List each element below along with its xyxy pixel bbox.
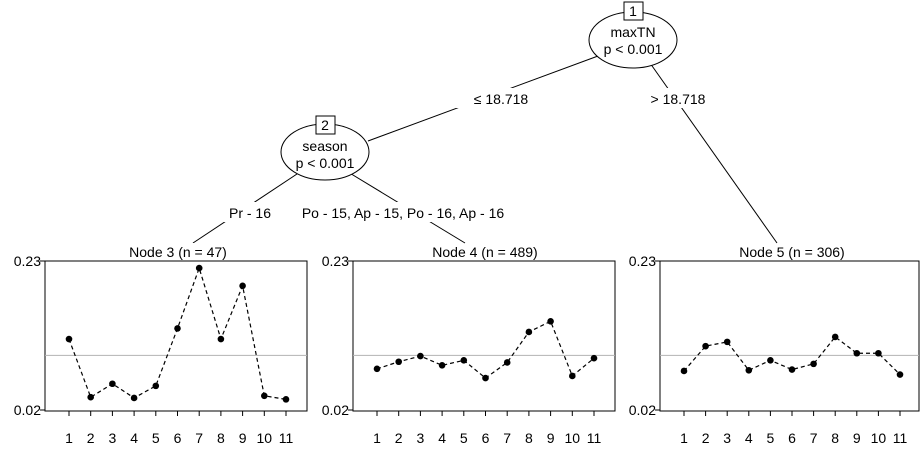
node-4-point-1 bbox=[373, 365, 381, 373]
node-5-x-tick-label: 2 bbox=[702, 430, 710, 446]
node-3-y-tick-label: 0.02 bbox=[14, 402, 41, 418]
node-3-x-tick-label: 4 bbox=[130, 430, 138, 446]
node-3-plot-frame bbox=[44, 260, 308, 412]
node-3-panel: Node 3 (n = 47) 0.02 0.23 1 2 3 4 5 6 7 8 9 10 11 bbox=[0, 243, 308, 446]
node-3-point-6 bbox=[174, 325, 181, 332]
node-3-point-11 bbox=[282, 396, 290, 403]
node-3-x-tick-label: 7 bbox=[195, 430, 203, 446]
node-4-plot-frame bbox=[352, 260, 616, 412]
node-4-x-tick-label: 6 bbox=[482, 430, 490, 446]
edge-label-2-4: Po - 15, Ap - 15, Po - 16, Ap - 16 bbox=[302, 205, 505, 221]
node-5-title: Node 5 (n = 306) bbox=[739, 244, 844, 260]
node-4-point-3 bbox=[417, 352, 424, 360]
node-3-point-8 bbox=[217, 335, 225, 343]
node-5-panel: Node 5 (n = 306) 0.02 0.23 1 2 3 4 5 6 7 8 9 10 11 bbox=[629, 244, 920, 446]
node-3-point-5 bbox=[152, 382, 160, 390]
node-3-x-tick-label: 11 bbox=[279, 430, 294, 446]
node-5-x-tick-label: 7 bbox=[810, 430, 818, 446]
node-5-point-3 bbox=[723, 338, 731, 346]
node-4-point-4 bbox=[438, 362, 446, 369]
node-3-point-10 bbox=[261, 392, 268, 400]
node-3-x-tick-label: 2 bbox=[87, 430, 95, 446]
node-4-x-tick-label: 7 bbox=[503, 430, 511, 446]
node-3-x-tick-label: 9 bbox=[239, 430, 247, 446]
node-5-x-tick-label: 9 bbox=[853, 430, 861, 446]
node-5-plot-frame bbox=[659, 260, 920, 412]
node-5-y-tick-label: 0.02 bbox=[629, 402, 656, 418]
node-4-point-7 bbox=[503, 359, 511, 366]
node-5-point-6 bbox=[788, 366, 796, 373]
node-5-point-11 bbox=[896, 371, 904, 378]
node-3-x-tick-label: 1 bbox=[65, 430, 73, 446]
node-5-x-tick-label: 4 bbox=[745, 430, 753, 446]
node-5-point-5 bbox=[767, 357, 774, 364]
node-3-y-tick-label: 0.23 bbox=[14, 253, 41, 269]
node-3-x-tick-label: 3 bbox=[109, 430, 117, 446]
node-5-x-tick-label: 5 bbox=[767, 430, 775, 446]
node-5-point-10 bbox=[875, 349, 882, 357]
node-4-point-9 bbox=[547, 318, 554, 325]
node-4-y-tick-label: 0.02 bbox=[322, 402, 349, 418]
node-5-point-8 bbox=[831, 333, 839, 341]
node-3-series-line bbox=[68, 266, 287, 400]
node-1-id: 1 bbox=[629, 3, 637, 19]
node-5-point-7 bbox=[810, 360, 817, 368]
node-2-id: 2 bbox=[321, 117, 329, 133]
node-3-x-tick-label: 6 bbox=[174, 430, 182, 446]
node-4-point-8 bbox=[525, 328, 533, 336]
node-5-x-tick-label: 11 bbox=[893, 430, 908, 446]
node-3-point-3 bbox=[109, 380, 116, 388]
node-5-x-tick-label: 6 bbox=[788, 430, 796, 446]
node-4-point-6 bbox=[482, 374, 489, 382]
node-3-point-4 bbox=[130, 394, 138, 402]
node-4-x-tick-label: 5 bbox=[460, 430, 468, 446]
node-4-point-11 bbox=[590, 354, 598, 362]
node-5-x-tick-label: 1 bbox=[680, 430, 688, 446]
node-4-x-tick-label: 9 bbox=[547, 430, 555, 446]
node-3-x-tick-label: 5 bbox=[152, 430, 160, 446]
node-3-point-1 bbox=[65, 335, 73, 343]
node-4-point-2 bbox=[395, 358, 403, 366]
node-4-point-5 bbox=[460, 357, 468, 364]
node-4-x-tick-label: 4 bbox=[438, 430, 446, 446]
node-4-x-tick-label: 11 bbox=[587, 430, 602, 446]
node-4-point-10 bbox=[569, 372, 576, 380]
node-4-y-tick-label: 0.23 bbox=[322, 253, 349, 269]
node-5-point-9 bbox=[853, 349, 861, 357]
node-4-panel: Node 4 (n = 489) 0.02 0.23 1 2 3 4 5 6 7 8 9 10 11 bbox=[322, 244, 616, 446]
node-4-x-tick-label: 8 bbox=[525, 430, 533, 446]
node-4-x-tick-label: 10 bbox=[565, 430, 581, 446]
node-2-pvalue: p < 0.001 bbox=[296, 155, 355, 171]
node-3-title: Node 3 (n = 47) bbox=[129, 244, 227, 260]
node-2-variable: season bbox=[302, 138, 347, 154]
node-3-point-9 bbox=[239, 282, 246, 290]
node-4-title: Node 4 (n = 489) bbox=[432, 244, 537, 260]
edge-label-2-3: Pr - 16 bbox=[229, 205, 271, 221]
node-5-x-tick-label: 8 bbox=[831, 430, 839, 446]
node-1-variable: maxTN bbox=[610, 24, 655, 40]
node-3-point-2 bbox=[87, 393, 94, 401]
node-4-x-tick-label: 3 bbox=[417, 430, 425, 446]
node-5-x-tick-label: 3 bbox=[723, 430, 731, 446]
node-4-series-line bbox=[376, 320, 595, 379]
node-4-x-tick-label: 1 bbox=[373, 430, 381, 446]
node-4-x-tick-label: 2 bbox=[395, 430, 403, 446]
node-3-point-7 bbox=[195, 264, 203, 272]
node-2-id-box bbox=[315, 115, 336, 135]
node-1-id-box bbox=[623, 1, 644, 21]
node-5-point-4 bbox=[745, 366, 753, 374]
node-5-y-tick-label: 0.23 bbox=[629, 253, 656, 269]
node-5-point-2 bbox=[702, 342, 709, 350]
node-1-pvalue: p < 0.001 bbox=[604, 41, 663, 57]
node-5-point-1 bbox=[680, 367, 688, 375]
node-3-x-tick-label: 10 bbox=[257, 430, 273, 446]
node-5-x-tick-label: 10 bbox=[871, 430, 887, 446]
node-3-x-tick-label: 8 bbox=[217, 430, 225, 446]
edge-label-1-5: > 18.718 bbox=[651, 91, 706, 107]
edge-label-1-2: ≤ 18.718 bbox=[474, 91, 529, 107]
